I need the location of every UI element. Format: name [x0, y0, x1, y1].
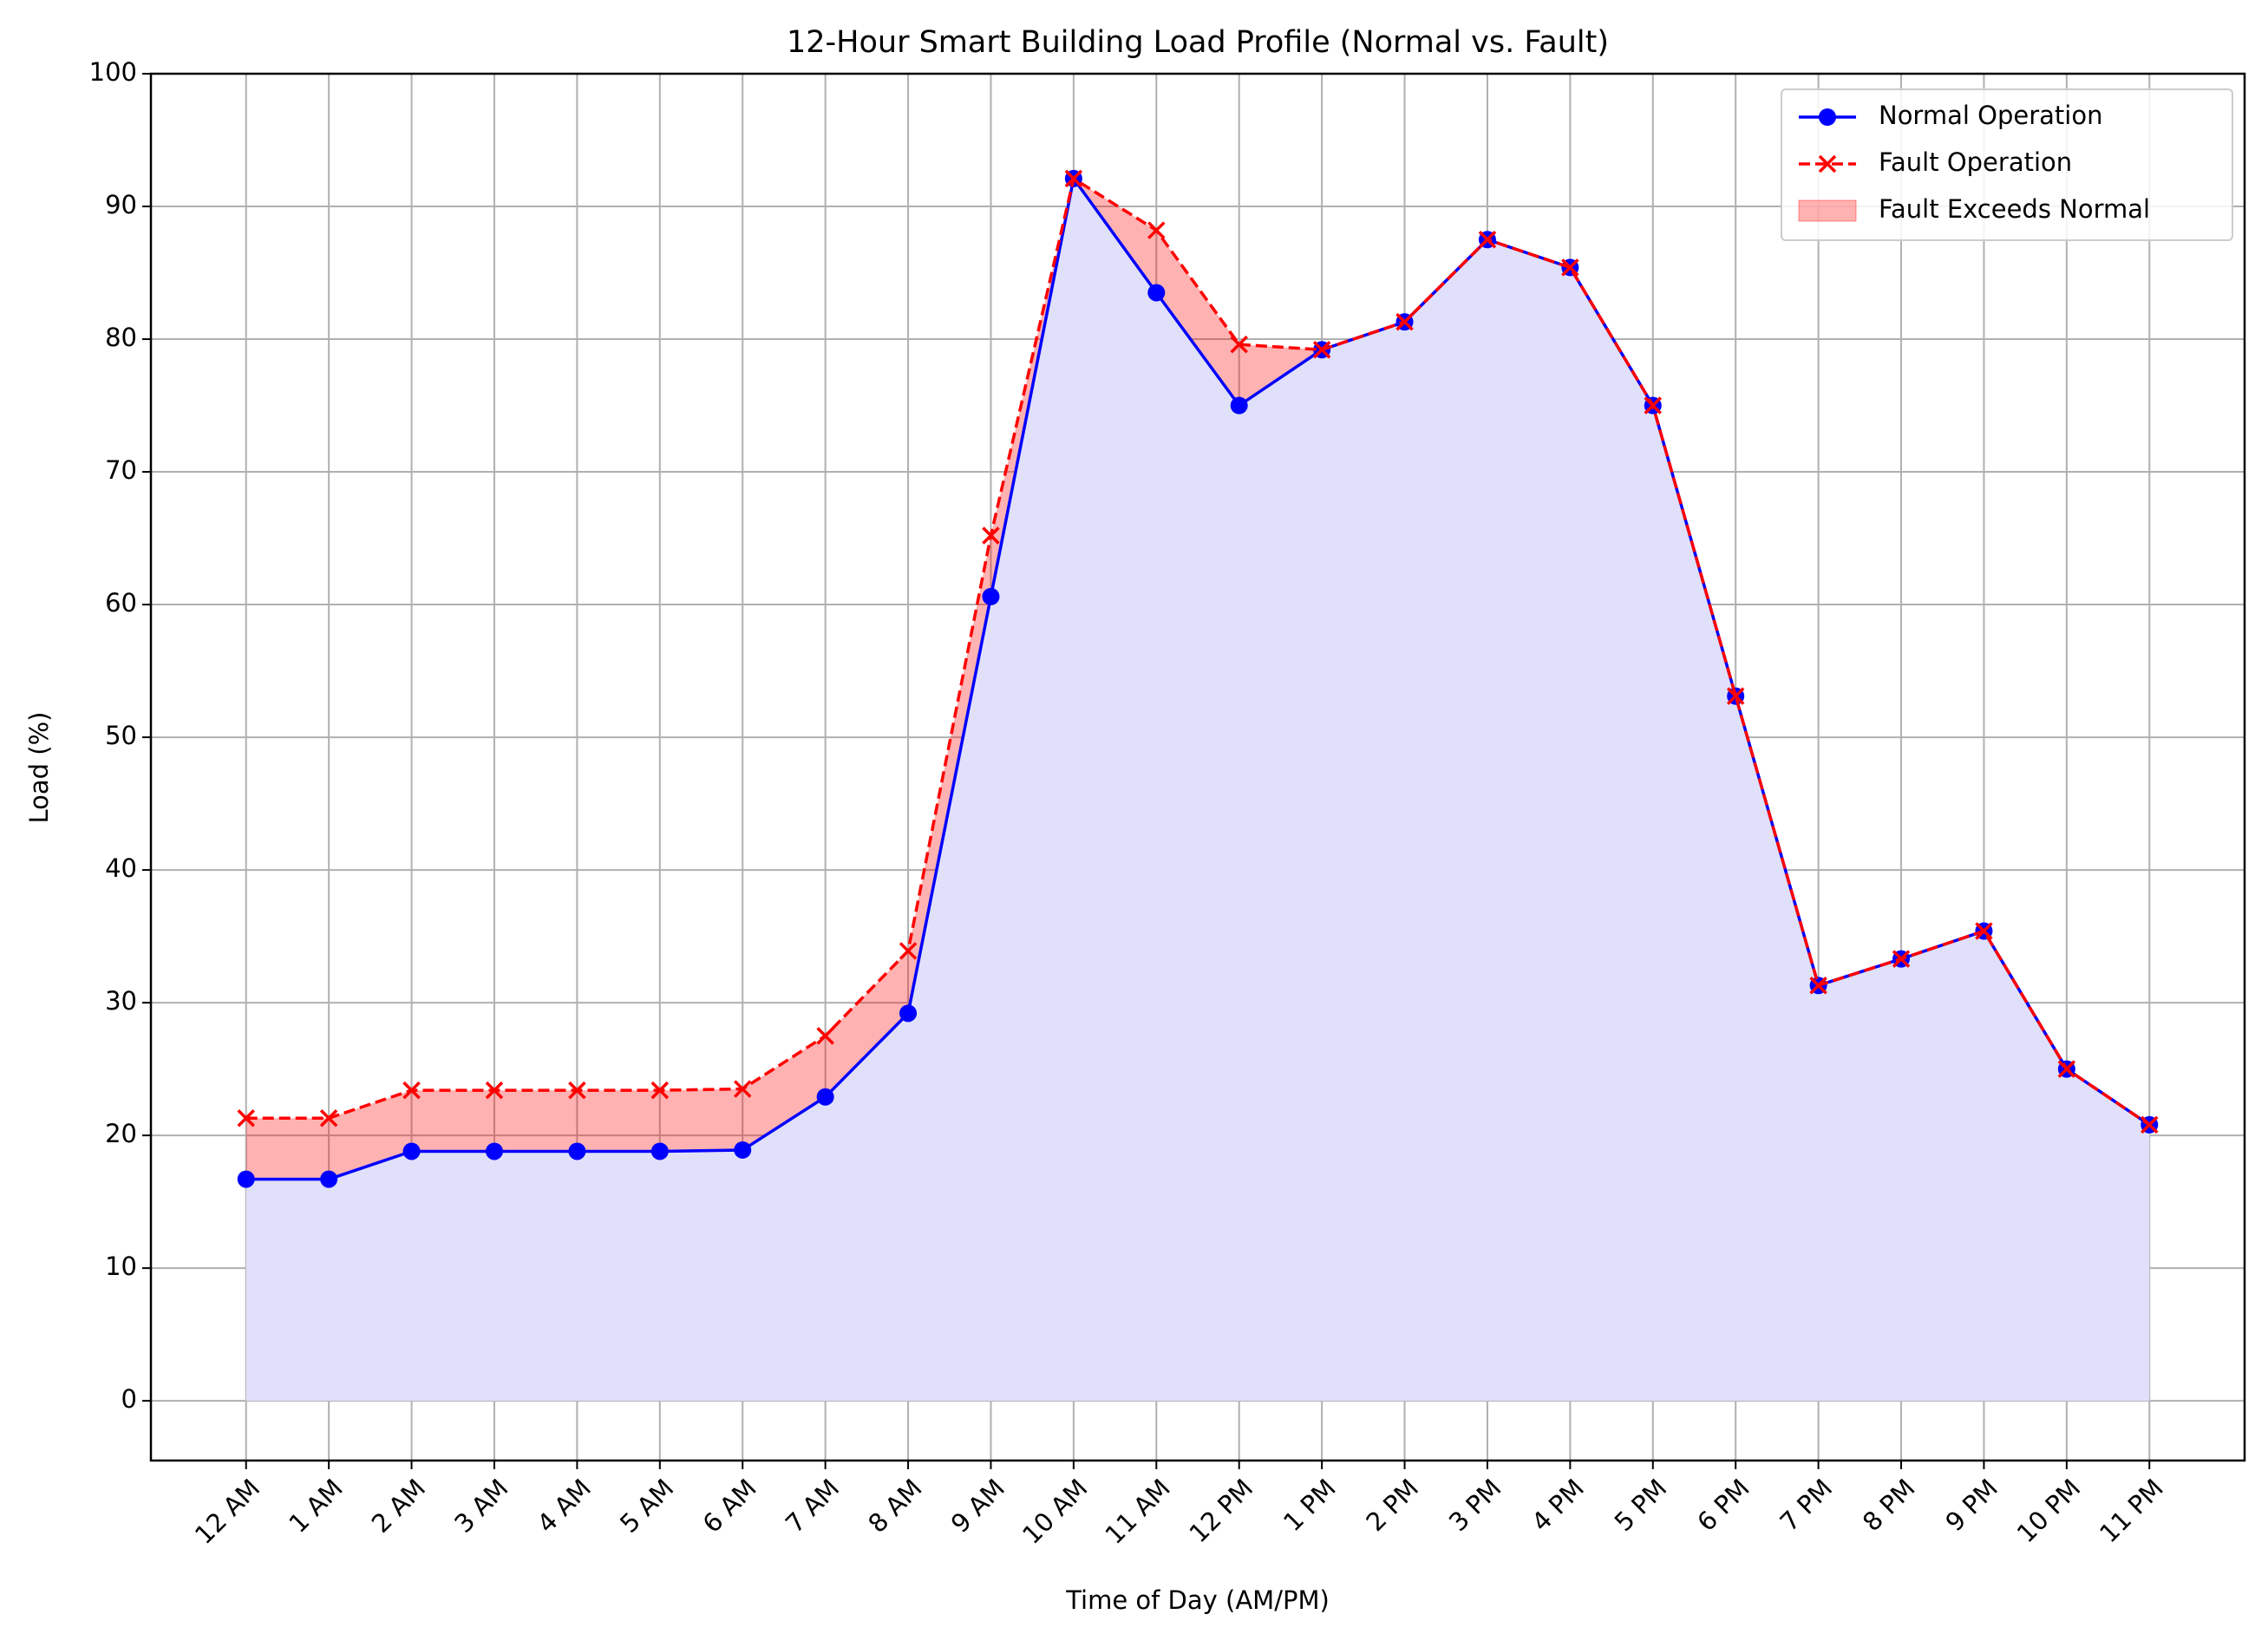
- y-tick-label: 60: [105, 588, 137, 618]
- legend-swatch: [1798, 199, 1857, 222]
- y-tick-label: 10: [105, 1252, 137, 1281]
- point: [982, 587, 1000, 605]
- point: [402, 1142, 421, 1160]
- series-line: [245, 174, 2151, 1181]
- y-tick-label: 30: [105, 986, 137, 1016]
- legend-label: Normal Operation: [1879, 101, 2102, 130]
- plot-frame: [149, 72, 2246, 1462]
- point: [1892, 950, 1911, 968]
- point: [1147, 221, 1166, 239]
- point: [1561, 258, 1579, 277]
- point: [2141, 1115, 2159, 1134]
- point: [816, 1027, 834, 1045]
- point: [1809, 976, 1827, 995]
- point: [568, 1081, 586, 1100]
- point: [1312, 341, 1331, 359]
- point: [237, 1170, 255, 1188]
- point: [402, 1081, 421, 1100]
- point: [1726, 687, 1745, 705]
- y-tick-label: 50: [105, 721, 137, 750]
- point: [568, 1142, 586, 1160]
- point: [319, 1108, 338, 1127]
- y-tick-label: 80: [105, 323, 137, 352]
- y-tick-label: 20: [105, 1119, 137, 1148]
- point: [650, 1081, 670, 1100]
- point: [650, 1142, 669, 1160]
- y-axis-label: Load (%): [24, 712, 54, 824]
- point: [816, 1088, 834, 1106]
- point: [2057, 1060, 2076, 1078]
- y-tick-label: 100: [89, 57, 137, 87]
- y-tick-label: 90: [105, 190, 137, 219]
- chart-title: 12-Hour Smart Building Load Profile (Nor…: [787, 25, 1609, 60]
- y-tick-label: 70: [105, 455, 137, 485]
- point: [485, 1081, 504, 1100]
- legend-marker: [1819, 108, 1836, 126]
- legend-label: Fault Exceeds Normal: [1879, 194, 2150, 224]
- point: [1478, 231, 1497, 249]
- series-line: [245, 176, 2151, 1127]
- point: [237, 1108, 255, 1127]
- x-axis-label: Time of Day (AM/PM): [1065, 1585, 1330, 1615]
- legend-marker: [1818, 154, 1837, 173]
- point: [734, 1141, 752, 1159]
- point: [733, 1080, 752, 1098]
- legend-label: Fault Operation: [1879, 147, 2072, 177]
- point: [1230, 335, 1248, 354]
- point: [485, 1142, 503, 1160]
- point: [320, 1170, 338, 1188]
- point: [1395, 312, 1414, 331]
- point: [899, 942, 918, 960]
- y-tick-label: 0: [121, 1384, 137, 1414]
- point: [1644, 396, 1663, 415]
- point: [899, 1004, 918, 1023]
- point: [1064, 169, 1083, 188]
- point: [1975, 922, 1993, 940]
- y-tick-label: 40: [105, 853, 137, 883]
- point: [982, 526, 1000, 545]
- normal-area: [245, 178, 2150, 1402]
- legend-box: [1781, 88, 2233, 241]
- point: [1147, 284, 1166, 302]
- point: [1230, 396, 1248, 415]
